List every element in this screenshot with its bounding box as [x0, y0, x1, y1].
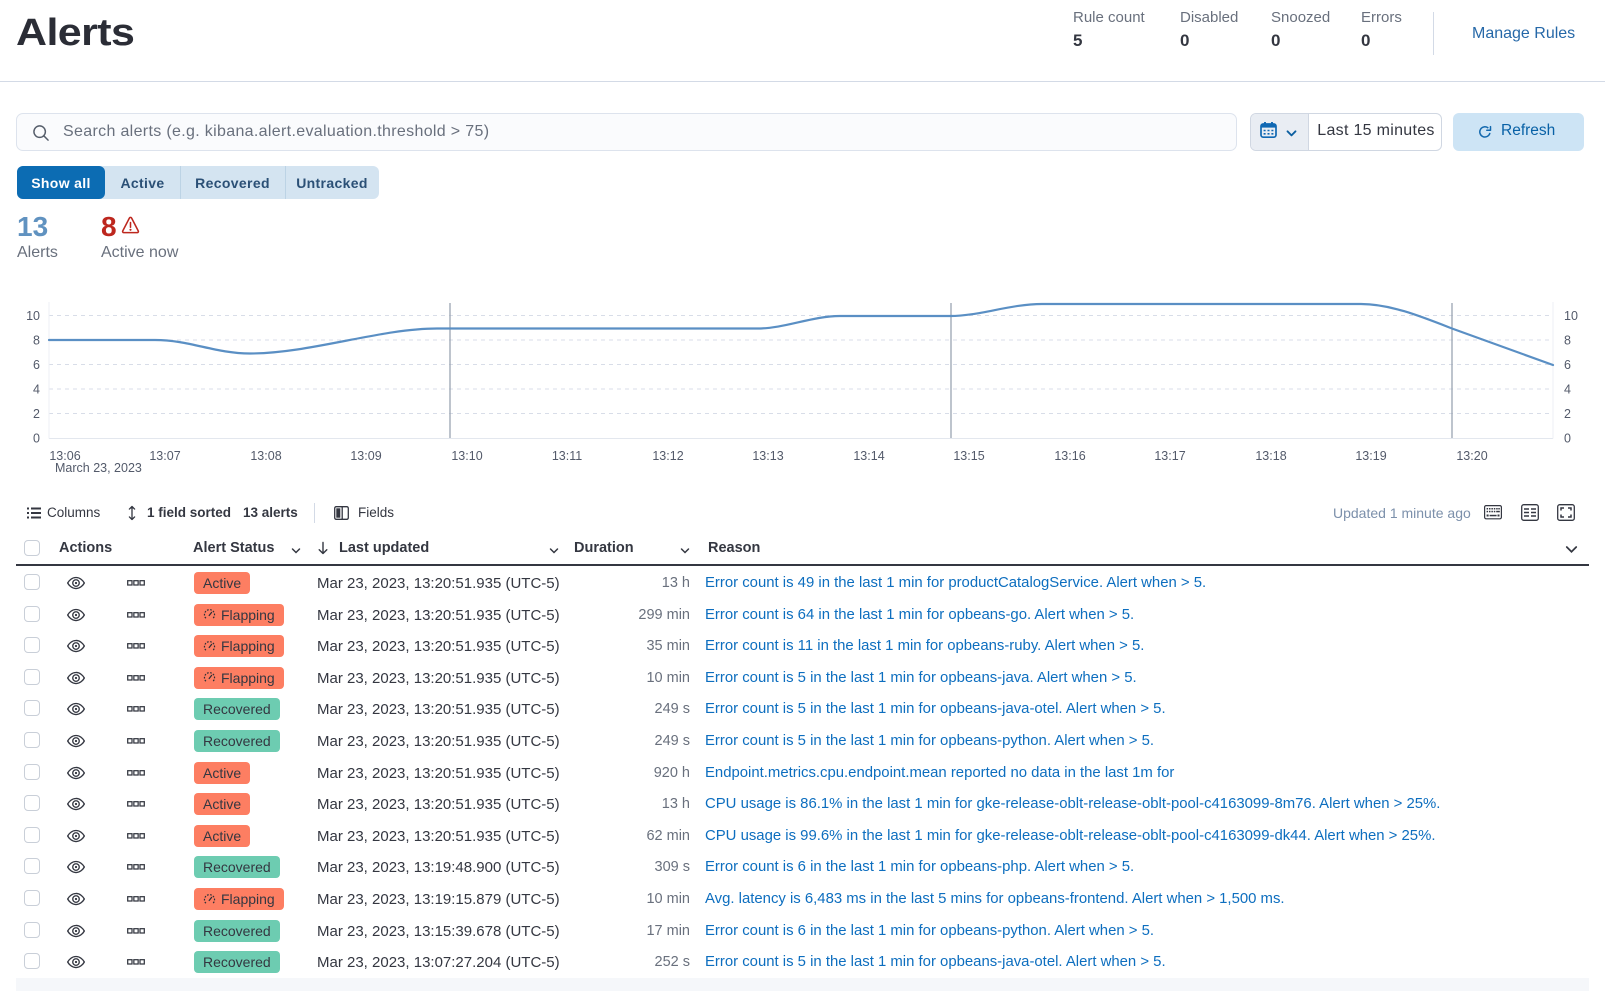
svg-text:13:16: 13:16	[1054, 449, 1085, 463]
svg-text:13:08: 13:08	[250, 449, 281, 463]
svg-text:13:11: 13:11	[552, 449, 582, 463]
svg-text:4: 4	[33, 383, 40, 397]
svg-text:0: 0	[33, 432, 40, 446]
svg-text:13:13: 13:13	[752, 449, 783, 463]
svg-text:8: 8	[33, 334, 40, 348]
svg-text:13:20: 13:20	[1456, 449, 1487, 463]
svg-text:13:19: 13:19	[1355, 449, 1386, 463]
svg-text:13:17: 13:17	[1154, 449, 1185, 463]
svg-text:6: 6	[1564, 358, 1571, 372]
svg-text:13:14: 13:14	[853, 449, 884, 463]
svg-text:13:10: 13:10	[451, 449, 482, 463]
svg-text:13:12: 13:12	[652, 449, 683, 463]
svg-text:6: 6	[33, 358, 40, 372]
svg-text:10: 10	[1564, 309, 1578, 323]
svg-text:10: 10	[26, 309, 40, 323]
svg-text:2: 2	[33, 407, 40, 421]
svg-text:4: 4	[1564, 383, 1571, 397]
svg-text:March 23, 2023: March 23, 2023	[55, 461, 142, 475]
svg-text:2: 2	[1564, 407, 1571, 421]
svg-text:13:15: 13:15	[953, 449, 984, 463]
svg-text:13:07: 13:07	[149, 449, 180, 463]
svg-text:13:09: 13:09	[350, 449, 381, 463]
svg-text:8: 8	[1564, 334, 1571, 348]
svg-text:13:18: 13:18	[1255, 449, 1286, 463]
svg-text:13:06: 13:06	[49, 449, 80, 463]
svg-text:0: 0	[1564, 432, 1571, 446]
